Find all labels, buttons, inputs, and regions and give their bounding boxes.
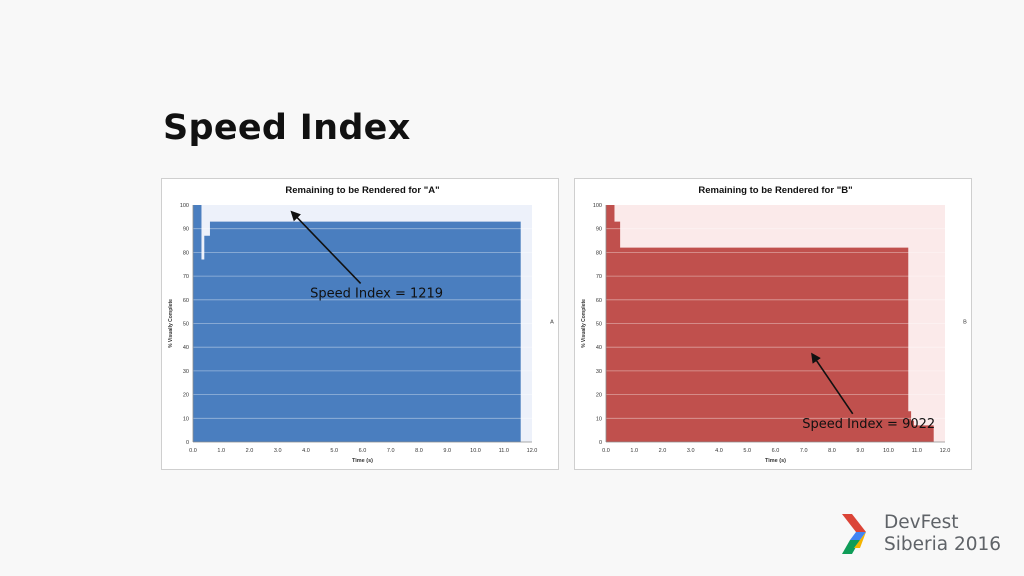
x-tick-label: 12.0 [527,448,538,454]
x-tick-label: 3.0 [687,448,695,454]
x-tick-label: 9.0 [443,448,451,454]
y-tick-label: 10 [183,416,189,422]
annotation-arrow [290,210,362,284]
slide-title: Speed Index [163,108,411,148]
x-tick-label: 11.0 [499,448,509,454]
logo-line-2: Siberia 2016 [884,534,1002,555]
x-tick-label: 5.0 [743,448,751,454]
x-tick-label: 3.0 [274,448,282,454]
logo-line-1: DevFest [884,512,959,533]
speed-index-annotation: Speed Index = 1219 [310,286,443,301]
x-tick-label: 1.0 [630,448,638,454]
x-tick-label: 8.0 [828,448,836,454]
x-tick-label: 0.0 [602,448,610,454]
x-tick-label: 1.0 [217,448,225,454]
y-tick-label: 40 [596,345,602,351]
y-tick-label: 0 [186,440,189,446]
x-tick-label: 0.0 [189,448,197,454]
y-axis-label: % Visually Complete [168,299,174,348]
devfest-logo: DevFest Siberia 2016 [840,510,1010,560]
y-tick-label: 20 [596,393,602,399]
y-tick-label: 80 [596,250,602,256]
y-tick-label: 50 [183,322,189,328]
y-tick-label: 30 [596,369,602,375]
x-tick-label: 7.0 [387,448,395,454]
x-tick-label: 2.0 [246,448,254,454]
x-tick-label: 9.0 [856,448,864,454]
y-tick-label: 10 [596,416,602,422]
annotation-arrow [811,352,854,415]
y-tick-label: 40 [183,345,189,351]
x-tick-label: 8.0 [415,448,423,454]
x-tick-label: 10.0 [470,448,481,454]
speed-index-annotation: Speed Index = 9022 [802,417,935,432]
x-tick-label: 6.0 [772,448,780,454]
y-tick-label: 50 [596,322,602,328]
y-tick-label: 100 [593,203,602,209]
x-tick-label: 11.0 [912,448,922,454]
x-tick-label: 5.0 [330,448,338,454]
remaining-area [193,205,521,442]
y-tick-label: 80 [183,250,189,256]
y-tick-label: 90 [183,227,189,233]
y-tick-label: 20 [183,393,189,399]
y-tick-label: 70 [596,274,602,280]
x-tick-label: 2.0 [659,448,667,454]
x-tick-label: 6.0 [359,448,367,454]
x-tick-label: 10.0 [883,448,894,454]
y-tick-label: 100 [180,203,189,209]
devfest-chevron-logo-icon [842,514,866,554]
chart-a: Remaining to be Rendered for "A" 0 10 20 30 4… [168,185,554,464]
y-axis-label: % Visually Complete [581,299,587,348]
x-tick-label: 4.0 [302,448,310,454]
y-tick-label: 90 [596,227,602,233]
chart-b: Remaining to be Rendered for "B" 0 10 20 30 4… [581,185,967,464]
y-tick-label: 0 [599,440,602,446]
chart-title: Remaining to be Rendered for "B" [698,185,852,196]
series-label: B [963,320,967,326]
y-tick-label: 60 [183,298,189,304]
x-axis-label: Time (s) [765,458,786,464]
devfest-logo-text: DevFest Siberia 2016 [884,512,1001,556]
x-axis-label: Time (s) [352,458,373,464]
series-label: A [550,320,554,326]
x-tick-label: 12.0 [940,448,951,454]
y-tick-label: 30 [183,369,189,375]
y-tick-label: 60 [596,298,602,304]
chart-title: Remaining to be Rendered for "A" [285,185,439,196]
chart-panel-b: Remaining to be Rendered for "B" 0 10 20 30 4… [574,178,972,470]
x-tick-label: 7.0 [800,448,808,454]
y-tick-label: 70 [183,274,189,280]
chart-panel-a: Remaining to be Rendered for "A" 0 10 20 30 4… [161,178,559,470]
remaining-area [606,205,934,442]
x-tick-label: 4.0 [715,448,723,454]
